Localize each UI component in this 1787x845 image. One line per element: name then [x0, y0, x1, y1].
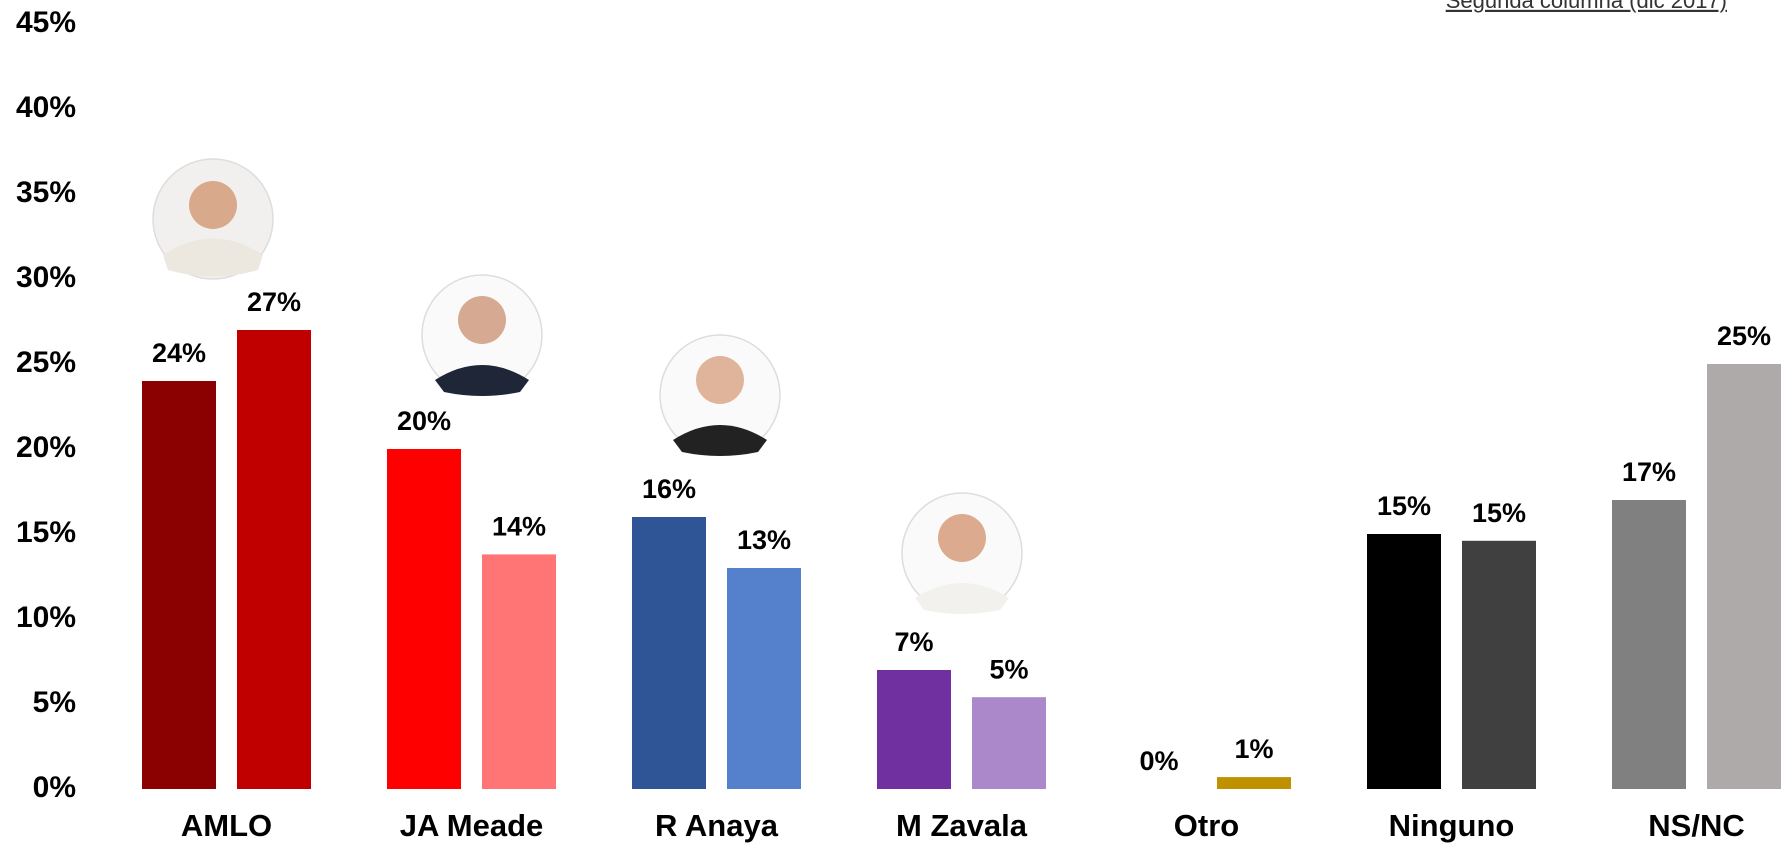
y-tick-label: 0% — [33, 771, 76, 804]
photo — [660, 335, 780, 456]
x-tick-label: AMLO — [181, 808, 272, 843]
bar — [1612, 500, 1686, 789]
value-label: 16% — [642, 474, 696, 504]
value-label: 0% — [1139, 746, 1178, 776]
bar — [142, 381, 216, 789]
photo — [422, 275, 542, 396]
y-tick-label: 10% — [16, 601, 76, 634]
y-tick-label: 40% — [16, 91, 76, 124]
y-tick-label: 45% — [16, 6, 76, 39]
y-tick-label: 15% — [16, 516, 76, 549]
y-tick-label: 30% — [16, 261, 76, 294]
value-label: 15% — [1377, 491, 1431, 521]
value-label: 5% — [989, 654, 1028, 684]
y-tick-label: 5% — [33, 686, 76, 719]
x-tick-label: M Zavala — [896, 808, 1028, 843]
x-tick-label: Ninguno — [1389, 808, 1515, 843]
page: Segunda columna (dic 2017) 0% 5% 10% 15% 20%… — [0, 0, 1787, 845]
value-label: 24% — [152, 338, 206, 368]
bar — [387, 449, 461, 789]
value-label: 15% — [1472, 498, 1526, 528]
value-label: 25% — [1717, 321, 1771, 351]
bar — [482, 554, 556, 789]
value-label: 27% — [247, 287, 301, 317]
value-label: 7% — [894, 627, 933, 657]
bar — [237, 330, 311, 789]
bar — [632, 517, 706, 789]
x-tick-label: Otro — [1174, 808, 1239, 843]
bar — [727, 568, 801, 789]
y-tick-label: 35% — [16, 176, 76, 209]
bar — [877, 670, 951, 789]
annotation: Segunda columna (dic 2017) — [1446, 0, 1727, 13]
chart: Segunda columna (dic 2017) 0% 5% 10% 15% 20%… — [0, 0, 1787, 845]
value-label: 1% — [1234, 734, 1273, 764]
x-tick-label: R Anaya — [655, 808, 779, 843]
bar — [1462, 541, 1536, 789]
photo — [902, 493, 1022, 614]
value-label: 13% — [737, 525, 791, 555]
x-tick-label: JA Meade — [400, 808, 544, 843]
value-label: 20% — [397, 406, 451, 436]
x-tick-label: NS/NC — [1648, 808, 1744, 843]
bar — [972, 697, 1046, 789]
photo — [153, 159, 273, 279]
bar — [1217, 777, 1291, 789]
bar — [1367, 534, 1441, 789]
y-tick-label: 20% — [16, 431, 76, 464]
value-label: 17% — [1622, 457, 1676, 487]
bar — [1707, 364, 1781, 789]
y-tick-label: 25% — [16, 346, 76, 379]
value-label: 14% — [492, 512, 546, 542]
